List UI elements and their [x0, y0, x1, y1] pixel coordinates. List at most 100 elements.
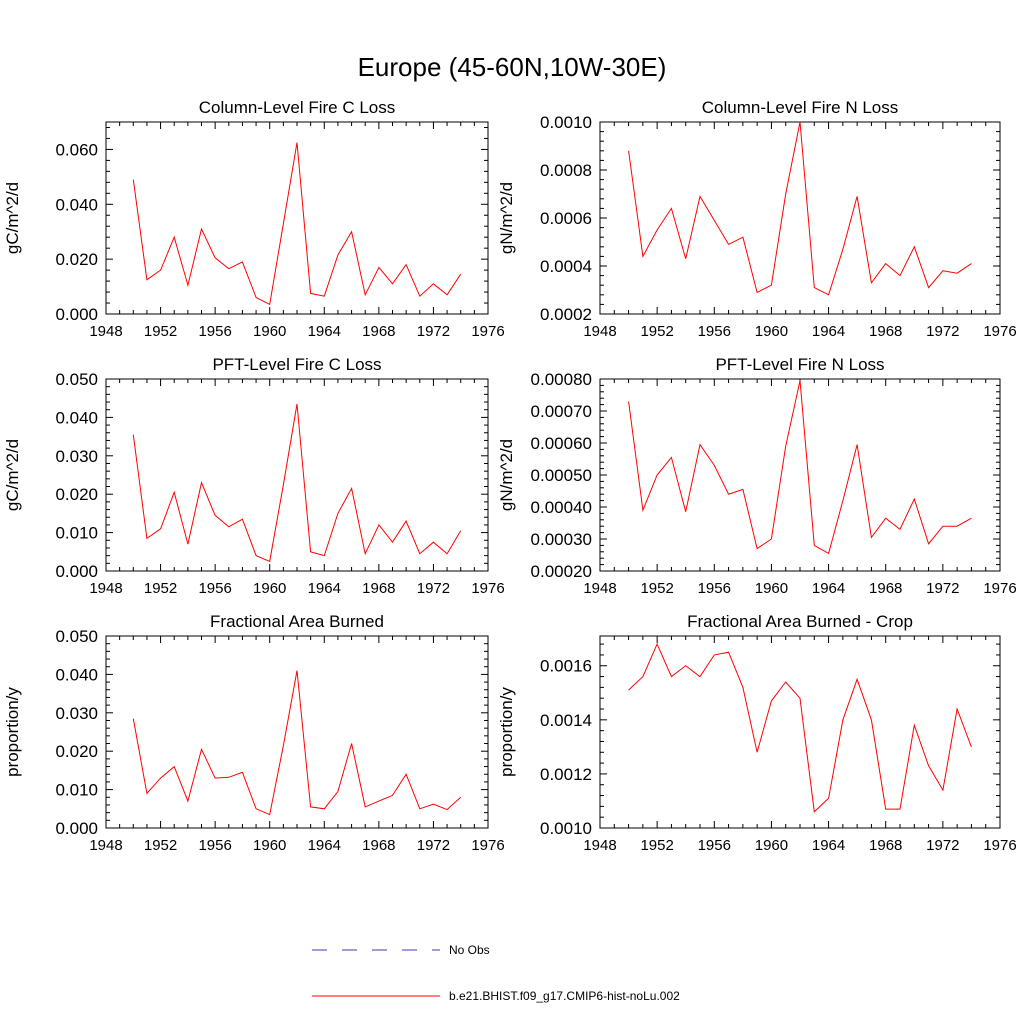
series-line-1: [628, 642, 972, 813]
plot-frame: [105, 121, 489, 315]
page-title: Europe (45-60N,10W-30E): [358, 52, 667, 82]
chart-panel-6: Fractional Area Burned - Crop proportion/…: [497, 612, 1017, 854]
y-tick-label: 0.00050: [531, 466, 592, 485]
chart-panel-4: PFT-Level Fire N Loss gN/m^2/d 1948 1952 195…: [497, 355, 1017, 597]
y-axis-label: gN/m^2/d: [497, 439, 516, 511]
series-line-1: [132, 403, 462, 563]
chart-panel-1: Column-Level Fire C Loss gC/m^2/d 1948 1952…: [3, 98, 505, 340]
y-axis-label: gC/m^2/d: [3, 439, 22, 511]
x-tick-label: 1972: [926, 580, 959, 597]
x-tick-label: 1964: [812, 323, 845, 340]
x-tick-label: 1956: [198, 323, 231, 340]
y-tick-label: 0.010: [55, 524, 98, 543]
y-tick-label: 0.000: [55, 819, 98, 838]
x-tick-label: 1972: [417, 580, 450, 597]
y-axis-label: proportion/y: [497, 687, 516, 777]
panel-title: Column-Level Fire N Loss: [702, 98, 899, 117]
plot-frame: [599, 121, 1001, 315]
x-tick-label: 1968: [869, 837, 902, 854]
y-tick-label: 0.0006: [540, 209, 592, 228]
x-tick-label: 1948: [89, 580, 122, 597]
x-tick-label: 1952: [640, 837, 673, 854]
plot-frame: [599, 378, 1001, 572]
x-tick-label: 1960: [253, 837, 286, 854]
y-axis-label: gN/m^2/d: [497, 182, 516, 254]
x-tick-label: 1956: [698, 837, 731, 854]
x-tick-label: 1964: [812, 837, 845, 854]
y-tick-label: 0.020: [55, 742, 98, 761]
x-tick-label: 1960: [253, 323, 286, 340]
y-tick-label: 0.00040: [531, 498, 592, 517]
y-tick-label: 0.0014: [540, 711, 592, 730]
y-tick-label: 0.0012: [540, 765, 592, 784]
chart-panel-3: PFT-Level Fire C Loss gC/m^2/d 1948 1952 195…: [3, 355, 505, 597]
y-tick-label: 0.020: [55, 250, 98, 269]
y-tick-label: 0.00020: [531, 562, 592, 581]
y-tick-label: 0.040: [55, 665, 98, 684]
x-tick-label: 1948: [583, 580, 616, 597]
x-tick-label: 1952: [144, 837, 177, 854]
x-tick-label: 1964: [308, 323, 341, 340]
y-tick-label: 0.060: [55, 140, 98, 159]
y-tick-label: 0.050: [55, 627, 98, 646]
x-tick-label: 1956: [698, 323, 731, 340]
y-tick-label: 0.040: [55, 195, 98, 214]
series-line-1: [132, 670, 462, 816]
x-tick-label: 1976: [983, 580, 1016, 597]
x-tick-label: 1960: [253, 580, 286, 597]
panel-title: Column-Level Fire C Loss: [199, 98, 396, 117]
y-tick-label: 0.0008: [540, 161, 592, 180]
x-tick-label: 1976: [471, 323, 504, 340]
y-tick-label: 0.0010: [540, 113, 592, 132]
x-tick-label: 1968: [362, 580, 395, 597]
y-tick-label: 0.050: [55, 370, 98, 389]
y-tick-label: 0.0016: [540, 657, 592, 676]
x-tick-label: 1948: [89, 837, 122, 854]
x-tick-label: 1948: [89, 323, 122, 340]
y-tick-label: 0.00030: [531, 530, 592, 549]
x-tick-label: 1976: [471, 837, 504, 854]
x-tick-label: 1960: [755, 580, 788, 597]
x-tick-label: 1968: [869, 580, 902, 597]
y-tick-label: 0.040: [55, 408, 98, 427]
y-axis-label: gC/m^2/d: [3, 182, 22, 254]
x-tick-label: 1952: [640, 323, 673, 340]
x-tick-label: 1976: [471, 580, 504, 597]
y-tick-label: 0.010: [55, 781, 98, 800]
y-tick-label: 0.00060: [531, 434, 592, 453]
x-tick-label: 1960: [755, 323, 788, 340]
series-line-1: [628, 380, 972, 555]
y-tick-label: 0.000: [55, 562, 98, 581]
x-tick-label: 1968: [362, 837, 395, 854]
x-tick-label: 1960: [755, 837, 788, 854]
legend: No Obs b.e21.BHIST.f09_g17.CMIP6-hist-no…: [312, 943, 680, 1003]
x-tick-label: 1972: [926, 837, 959, 854]
x-tick-label: 1972: [417, 323, 450, 340]
x-tick-label: 1964: [308, 580, 341, 597]
x-tick-label: 1968: [362, 323, 395, 340]
y-tick-label: 0.00070: [531, 402, 592, 421]
x-tick-label: 1968: [869, 323, 902, 340]
plot-frame: [105, 635, 489, 829]
x-tick-label: 1952: [640, 580, 673, 597]
panel-title: PFT-Level Fire N Loss: [715, 355, 884, 374]
y-tick-label: 0.0002: [540, 305, 592, 324]
x-tick-label: 1972: [417, 837, 450, 854]
x-tick-label: 1952: [144, 323, 177, 340]
series-line-1: [628, 121, 972, 296]
panel-title: Fractional Area Burned - Crop: [687, 612, 913, 631]
y-tick-label: 0.030: [55, 704, 98, 723]
y-tick-label: 0.000: [55, 305, 98, 324]
panel-title: Fractional Area Burned: [210, 612, 384, 631]
legend-no-obs-label: No Obs: [449, 943, 490, 957]
x-tick-label: 1976: [983, 837, 1016, 854]
chart-panel-2: Column-Level Fire N Loss gN/m^2/d 1948 1952…: [497, 98, 1017, 340]
x-tick-label: 1948: [583, 323, 616, 340]
x-tick-label: 1964: [308, 837, 341, 854]
x-tick-label: 1972: [926, 323, 959, 340]
chart-panels: Column-Level Fire C Loss gC/m^2/d 1948 1952…: [3, 98, 1017, 854]
legend-model-label: b.e21.BHIST.f09_g17.CMIP6-hist-noLu.002: [449, 989, 680, 1003]
y-tick-label: 0.0010: [540, 819, 592, 838]
panel-title: PFT-Level Fire C Loss: [212, 355, 381, 374]
